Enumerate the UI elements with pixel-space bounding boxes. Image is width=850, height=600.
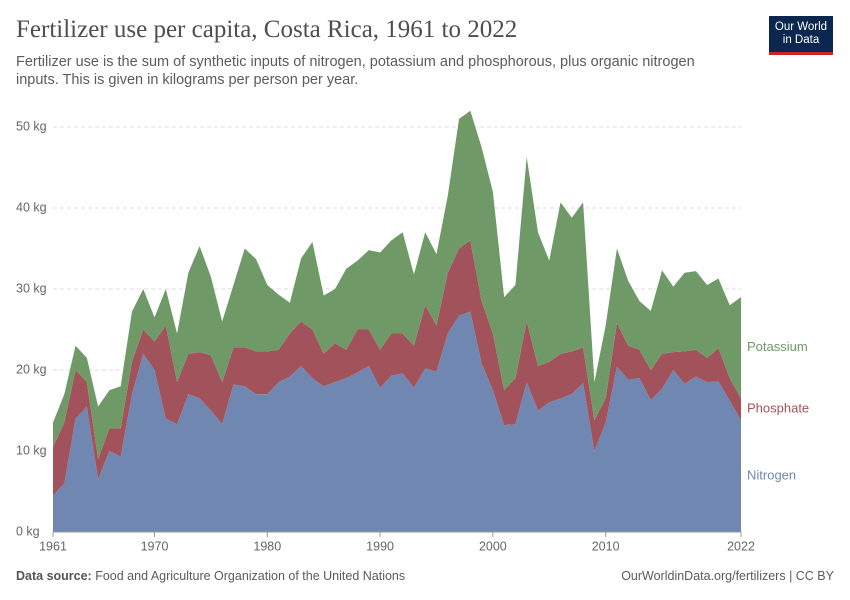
- x-tick-label: 1961: [39, 539, 67, 553]
- legend-label: Nitrogen: [747, 468, 796, 483]
- source: Data source: Food and Agriculture Organi…: [16, 569, 405, 583]
- area: [53, 311, 741, 532]
- area: [53, 240, 741, 496]
- chart-subtitle: Fertilizer use is the sum of synthetic i…: [16, 54, 695, 88]
- y-tick-label: 50 kg: [16, 119, 47, 133]
- x-tick-label: 1990: [366, 539, 394, 553]
- chart-title: Fertilizer use per capita, Costa Rica, 1…: [16, 16, 518, 43]
- logo-line: Our World: [774, 21, 828, 33]
- x-tick-label: 2000: [479, 539, 507, 553]
- x-tick-label: 2010: [592, 539, 620, 553]
- source-label: Data source:: [16, 569, 92, 583]
- legend-label: Potassium: [747, 339, 808, 354]
- area: [53, 110, 741, 460]
- y-tick-label: 30 kg: [16, 281, 47, 295]
- y-tick-label: 20 kg: [16, 362, 47, 376]
- x-tick-label: 2022: [727, 539, 755, 553]
- y-tick-label: 0 kg: [16, 524, 40, 538]
- x-tick-label: 1970: [141, 539, 169, 553]
- y-tick-label: 10 kg: [16, 443, 47, 457]
- logo-line: in Data: [782, 34, 820, 46]
- footer-link[interactable]: OurWorldinData.org/fertilizers | CC BY: [621, 569, 834, 583]
- y-tick-label: 40 kg: [16, 200, 47, 214]
- logo[interactable]: Our World in Data: [769, 16, 833, 55]
- source-text: Food and Agriculture Organization of the…: [95, 569, 406, 583]
- x-tick-label: 1980: [253, 539, 281, 553]
- legend-label: Phosphate: [747, 401, 809, 416]
